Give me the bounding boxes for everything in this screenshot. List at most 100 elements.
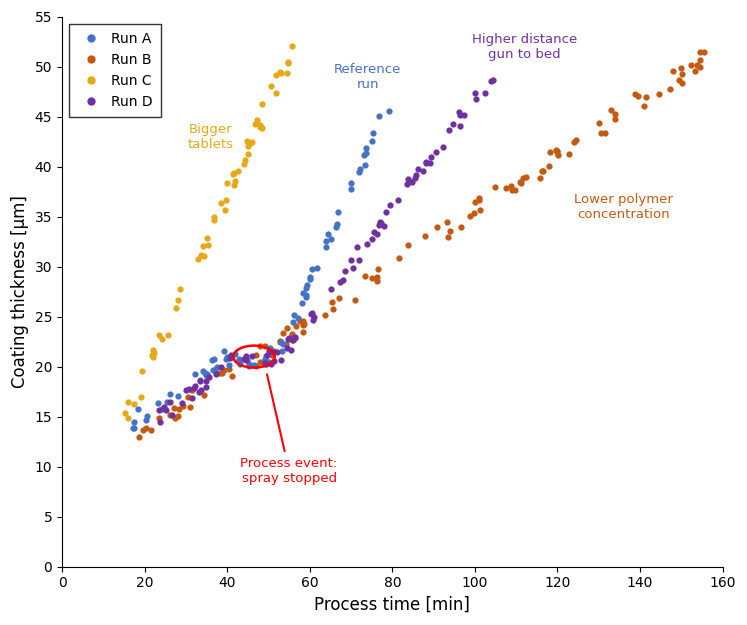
Run D xyxy=(385,200,397,210)
Run B xyxy=(274,336,286,346)
Run B xyxy=(675,62,687,72)
Run D xyxy=(418,166,430,176)
Run D xyxy=(412,164,424,174)
Run B xyxy=(469,197,481,207)
Run C xyxy=(256,123,268,133)
Run B xyxy=(544,147,556,157)
Run C xyxy=(193,254,205,264)
Run A xyxy=(330,222,342,232)
Run C xyxy=(282,58,294,68)
Run A xyxy=(383,106,395,116)
Run B xyxy=(268,346,280,356)
Run A xyxy=(264,342,276,352)
Run C xyxy=(135,392,147,402)
Run D xyxy=(287,335,299,345)
Run D xyxy=(373,219,385,229)
Run B xyxy=(185,402,196,412)
Run D xyxy=(160,405,172,415)
Run A xyxy=(353,168,365,177)
Run B xyxy=(294,316,306,326)
Run A xyxy=(208,354,220,364)
Run C xyxy=(200,233,212,243)
Run B xyxy=(372,264,384,274)
Run A xyxy=(233,356,245,366)
Run D xyxy=(283,333,295,343)
Run D xyxy=(215,362,227,372)
Run B xyxy=(172,411,184,421)
Run C xyxy=(197,241,209,251)
Run C xyxy=(244,138,255,148)
Run D xyxy=(339,266,351,276)
Run A xyxy=(320,236,332,246)
Run B xyxy=(551,147,563,157)
Run B xyxy=(140,423,152,433)
Run D xyxy=(259,358,271,368)
Run B xyxy=(551,146,563,156)
Run A xyxy=(244,359,255,369)
Run B xyxy=(562,149,574,159)
Run A xyxy=(172,391,184,401)
Run B xyxy=(168,403,180,413)
Run D xyxy=(347,263,359,273)
Run A xyxy=(297,288,309,298)
Run C xyxy=(246,138,258,148)
Run B xyxy=(551,146,562,156)
Run D xyxy=(166,409,178,419)
Run B xyxy=(182,392,194,402)
Run B xyxy=(595,128,607,138)
Run C xyxy=(156,334,168,344)
Run B xyxy=(326,297,338,307)
Run B xyxy=(371,276,383,286)
Run A xyxy=(248,360,260,370)
Run B xyxy=(393,253,405,263)
Run C xyxy=(241,136,253,146)
Run C xyxy=(265,81,277,91)
Run B xyxy=(297,319,309,329)
Run A xyxy=(259,359,271,369)
Run D xyxy=(261,349,273,359)
Run D xyxy=(282,343,294,353)
Legend: Run A, Run B, Run C, Run D: Run A, Run B, Run C, Run D xyxy=(69,24,161,117)
Run B xyxy=(553,149,565,159)
Run B xyxy=(250,350,262,360)
Run B xyxy=(598,127,610,138)
Run A xyxy=(128,423,140,433)
Run D xyxy=(289,332,301,342)
Text: Bigger
tablets: Bigger tablets xyxy=(187,122,234,151)
Run A xyxy=(132,404,144,414)
Run D xyxy=(406,177,418,187)
Run C xyxy=(220,178,232,188)
Run B xyxy=(509,185,521,195)
Run D xyxy=(424,158,436,168)
Run C xyxy=(219,204,231,214)
Run D xyxy=(238,354,250,364)
Run B xyxy=(223,364,235,374)
Run B xyxy=(290,321,302,331)
Run A xyxy=(287,317,299,327)
Run D xyxy=(275,354,287,364)
Run B xyxy=(218,366,230,376)
Run D xyxy=(368,227,379,237)
Run B xyxy=(280,339,292,349)
Run A xyxy=(234,359,246,369)
Run B xyxy=(286,334,298,344)
Run D xyxy=(378,221,390,231)
Run B xyxy=(326,304,338,314)
Run C xyxy=(249,119,261,129)
Run C xyxy=(270,89,282,99)
Run D xyxy=(345,256,357,266)
Run A xyxy=(152,398,164,408)
Run A xyxy=(368,128,379,138)
Run A xyxy=(141,411,153,421)
Run B xyxy=(349,295,361,305)
Run D xyxy=(195,384,207,394)
Run A xyxy=(221,352,233,362)
Run C xyxy=(242,149,254,159)
Run D xyxy=(308,311,320,321)
Run C xyxy=(270,70,282,80)
Run A xyxy=(304,274,316,284)
Run A xyxy=(320,242,332,252)
Run C xyxy=(208,212,220,222)
Run D xyxy=(403,174,415,184)
Run B xyxy=(473,195,485,205)
